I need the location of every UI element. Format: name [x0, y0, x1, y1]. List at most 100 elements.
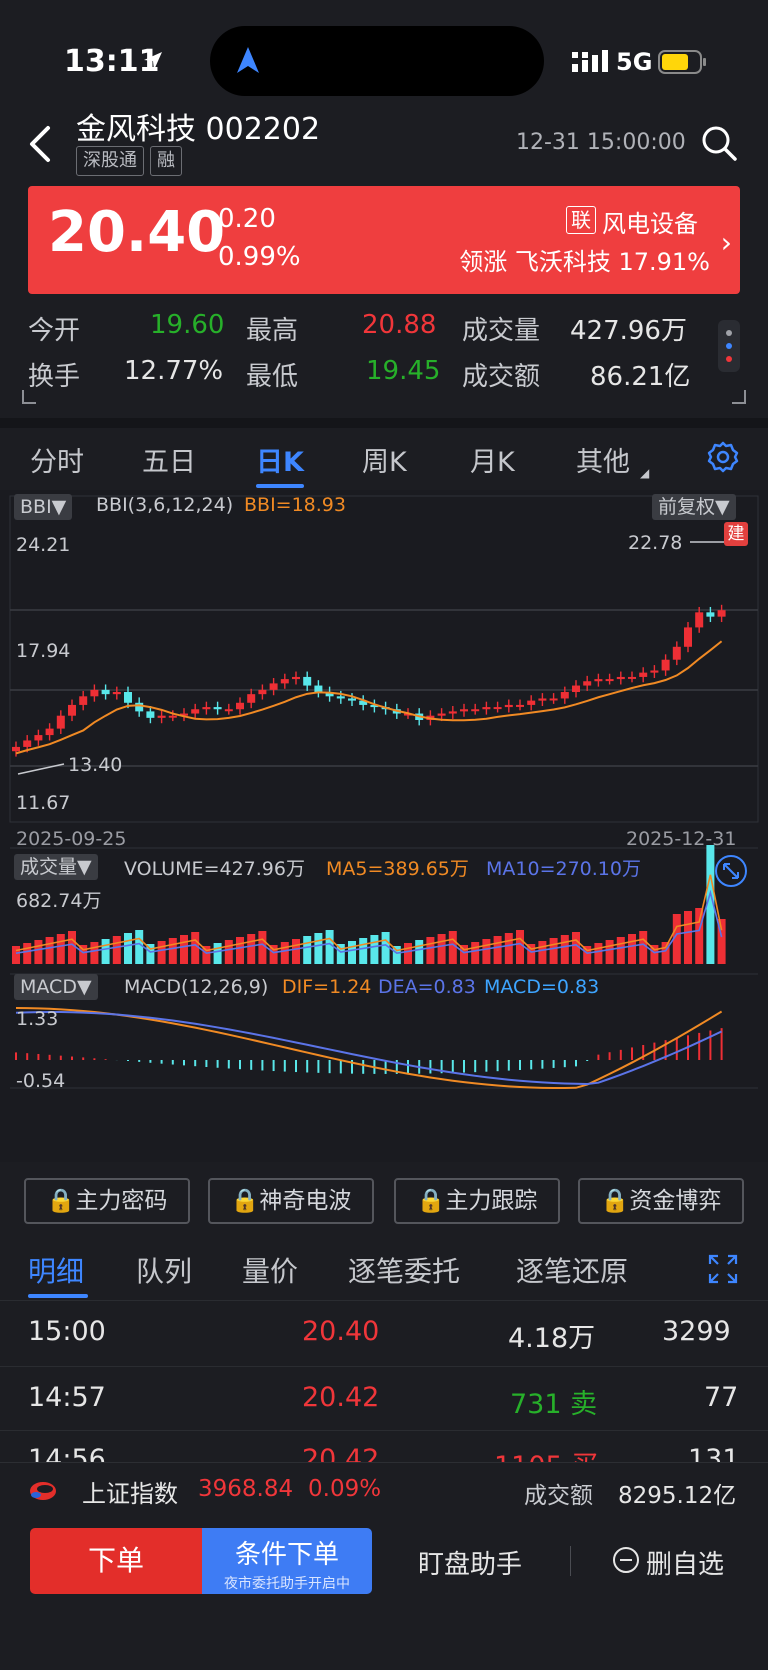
volume-bar	[560, 935, 569, 964]
watch-helper-button[interactable]: 盯盘助手	[418, 1550, 523, 1580]
navigation-icon	[236, 46, 260, 78]
macd-value: MACD=0.83	[484, 976, 600, 998]
volume-bar	[616, 937, 625, 964]
volume-bar	[112, 936, 121, 964]
candle-body	[460, 709, 468, 712]
tab-intraday[interactable]: 分时	[30, 447, 84, 478]
volume-y-max: 682.74万	[16, 890, 102, 912]
amount-value: 86.21亿	[590, 362, 691, 392]
market-index-bar[interactable]	[0, 1462, 768, 1524]
conditional-order-button[interactable]: 条件下单 夜市委托助手开启中	[202, 1528, 372, 1594]
volume-bar	[381, 932, 390, 964]
dynamic-island	[210, 26, 544, 96]
divider	[0, 1430, 768, 1431]
locked-feature-button[interactable]: 🔒主力跟踪	[394, 1178, 560, 1224]
candle-body	[661, 659, 670, 671]
tab-order-by-order[interactable]: 逐笔委托	[348, 1255, 461, 1288]
volume-bar	[460, 945, 468, 964]
price-change-percent: 0.99%	[218, 242, 301, 272]
candle-body	[224, 709, 233, 712]
gear-icon[interactable]	[706, 440, 740, 478]
tab-detail[interactable]: 明细	[28, 1255, 85, 1288]
kline-frame	[9, 495, 759, 823]
chart-area[interactable]: BBI▼ BBI(3,6,12,24) BBI=18.93 前复权▼ 建 24.…	[0, 490, 768, 1162]
last-price: 20.40	[48, 200, 226, 265]
tab-five-day[interactable]: 五日	[142, 447, 196, 478]
candle-body	[258, 689, 267, 695]
volume-bar	[236, 937, 244, 964]
candle-body	[325, 692, 334, 697]
volume-bar	[695, 908, 704, 964]
home-indicator-area	[0, 1604, 768, 1670]
more-stats-icon[interactable]	[718, 320, 740, 372]
exchange-logo-icon	[28, 1478, 58, 1508]
volume-bar	[392, 946, 401, 964]
locked-feature-button[interactable]: 🔒主力密码	[24, 1178, 190, 1224]
detail-tab-indicator	[28, 1294, 88, 1298]
candle-body	[684, 627, 692, 647]
minus-circle-icon[interactable]	[612, 1546, 640, 1578]
fullscreen-icon[interactable]	[708, 1254, 738, 1288]
expand-circle-icon[interactable]	[714, 854, 748, 892]
candle-body	[314, 685, 323, 693]
volume-bar	[426, 937, 435, 964]
volume-bar	[605, 940, 614, 964]
search-icon[interactable]	[700, 124, 738, 166]
candle-body	[34, 735, 43, 741]
lock-icon: 🔒	[416, 1188, 446, 1214]
high-marker-label: 22.78	[628, 532, 683, 554]
remove-watchlist-button[interactable]: 删自选	[646, 1550, 725, 1580]
locked-feature-button[interactable]: 🔒资金博弈	[578, 1178, 744, 1224]
candle-body	[549, 698, 558, 701]
candle-body	[23, 740, 32, 747]
date-end: 2025-12-31	[626, 828, 737, 850]
candle-body	[112, 692, 121, 695]
trade-price: 20.42	[302, 1382, 380, 1413]
candle-body	[280, 679, 289, 684]
build-position-marker[interactable]: 建	[724, 522, 748, 546]
candle-body	[292, 676, 300, 680]
volume-bar	[303, 936, 312, 964]
candle-body	[359, 700, 368, 705]
low-marker-line	[17, 763, 65, 775]
volume-bar	[224, 940, 233, 964]
lock-icon: 🔒	[600, 1188, 630, 1214]
tab-volume-price[interactable]: 量价	[242, 1255, 299, 1288]
tab-weekly-k[interactable]: 周K	[362, 447, 407, 478]
volume-bar	[79, 945, 88, 964]
candle-body	[471, 709, 480, 712]
price-change: 0.20	[218, 204, 276, 234]
back-icon[interactable]	[24, 122, 64, 170]
macd-dropdown[interactable]: MACD▼	[14, 974, 98, 1000]
price-banner[interactable]: 20.40 0.20 0.99% 联 风电设备 领涨 飞沃科技 17.91% ›	[28, 186, 740, 294]
locked-feature-button[interactable]: 🔒神奇电波	[208, 1178, 374, 1224]
order-button[interactable]: 下单	[30, 1528, 202, 1594]
trade-price: 20.40	[302, 1316, 380, 1347]
high-label: 最高	[246, 316, 299, 346]
volume-dropdown[interactable]: 成交量▼	[14, 854, 98, 880]
tab-daily-k[interactable]: 日K	[256, 447, 304, 478]
kline-svg[interactable]	[0, 490, 768, 1162]
indicator-dropdown[interactable]: BBI▼	[14, 494, 73, 520]
tab-trade-replay[interactable]: 逐笔还原	[516, 1255, 629, 1288]
trade-volume: 731 卖	[510, 1389, 598, 1420]
volume-bar	[706, 845, 715, 964]
candle-body	[404, 713, 412, 716]
candle-body	[717, 610, 726, 617]
tab-other[interactable]: 其他	[576, 447, 630, 478]
volume-bar	[661, 942, 670, 964]
volume-bar	[336, 944, 345, 964]
volume-bar	[90, 942, 99, 964]
signal-icon	[572, 50, 612, 76]
volume-bar	[213, 943, 222, 964]
sector-name[interactable]: 风电设备	[602, 210, 698, 238]
candle-body	[628, 676, 636, 679]
adjust-dropdown[interactable]: 前复权▼	[652, 494, 736, 520]
candle-body	[616, 676, 625, 680]
locked-feature-label: 主力跟踪	[445, 1188, 538, 1214]
tab-queue[interactable]: 队列	[136, 1255, 193, 1288]
tab-monthly-k[interactable]: 月K	[470, 447, 515, 478]
low-value: 19.45	[366, 356, 441, 386]
candle-body	[146, 711, 155, 718]
volume-bar	[404, 943, 412, 964]
